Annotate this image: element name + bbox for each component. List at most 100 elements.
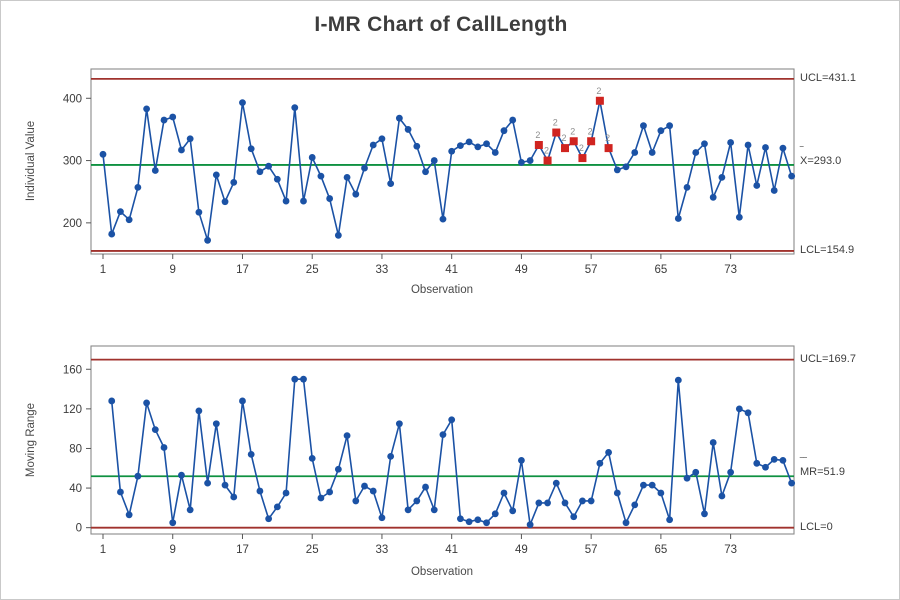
data-point bbox=[465, 138, 473, 146]
test-failure-label: 2 bbox=[596, 86, 601, 96]
data-point bbox=[692, 149, 700, 156]
data-point bbox=[701, 140, 708, 148]
data-point bbox=[727, 139, 735, 146]
data-point bbox=[491, 149, 499, 156]
data-point bbox=[343, 173, 351, 181]
individuals-center-label: ‾ X=293.0 bbox=[800, 146, 841, 168]
data-point bbox=[509, 116, 517, 124]
individuals-plot-frame bbox=[90, 68, 795, 255]
data-point bbox=[221, 198, 229, 206]
data-point bbox=[718, 173, 726, 181]
data-point bbox=[456, 142, 464, 150]
out-of-control-point bbox=[587, 137, 596, 146]
data-point bbox=[395, 114, 403, 122]
out-of-control-point bbox=[552, 128, 561, 137]
data-point bbox=[291, 104, 299, 112]
x-tick-label: 1 bbox=[100, 264, 106, 276]
data-point bbox=[204, 236, 212, 244]
x-tick-label: 57 bbox=[585, 264, 598, 276]
data-point bbox=[762, 144, 769, 151]
test-failure-label: 2 bbox=[588, 126, 593, 136]
out-of-control-point bbox=[604, 144, 613, 153]
x-tick-label: 65 bbox=[654, 264, 667, 276]
data-point bbox=[422, 168, 429, 176]
out-of-control-point bbox=[595, 96, 604, 105]
individuals-lcl-label: LCL=154.9 bbox=[800, 244, 855, 256]
data-point bbox=[195, 208, 203, 216]
data-point bbox=[273, 175, 281, 183]
data-point bbox=[99, 150, 107, 158]
individuals-ucl-label: UCL=431.1 bbox=[800, 72, 856, 84]
mrbar-overbar: ‾‾ bbox=[800, 457, 807, 468]
data-point bbox=[518, 159, 525, 166]
moving-range-lcl-label: LCL=0 bbox=[800, 521, 833, 533]
test-failure-label: 2 bbox=[570, 126, 575, 136]
data-point bbox=[744, 141, 752, 149]
x-tick-label: 33 bbox=[376, 264, 389, 276]
test-failure-label: 2 bbox=[544, 146, 549, 156]
data-point bbox=[369, 141, 377, 149]
y-tick-label: 300 bbox=[63, 156, 82, 168]
data-point bbox=[657, 127, 665, 135]
moving-range-center-label-text: MR=51.9 bbox=[800, 466, 845, 478]
data-point bbox=[239, 99, 246, 107]
data-point bbox=[134, 183, 142, 191]
moving-range-y-axis-title: Moving Range bbox=[25, 402, 37, 478]
data-point bbox=[378, 135, 386, 143]
out-of-control-point bbox=[561, 144, 570, 153]
data-point bbox=[474, 143, 482, 151]
data-point bbox=[326, 195, 334, 202]
out-of-control-point bbox=[578, 154, 587, 163]
out-of-control-point bbox=[534, 140, 543, 149]
data-point bbox=[361, 164, 368, 172]
data-point bbox=[282, 197, 290, 205]
data-point bbox=[648, 149, 656, 156]
data-point bbox=[404, 126, 412, 133]
data-point bbox=[117, 208, 124, 216]
x-tick-label: 25 bbox=[306, 264, 319, 276]
data-point bbox=[160, 116, 168, 124]
x-tick-label: 49 bbox=[515, 264, 528, 276]
moving-range-ucl-label: UCL=169.7 bbox=[800, 353, 856, 365]
data-point bbox=[430, 157, 438, 164]
out-of-control-point bbox=[569, 137, 578, 146]
xbar-overbar: ‾ bbox=[800, 146, 804, 157]
data-point bbox=[500, 127, 508, 135]
data-point bbox=[352, 190, 360, 198]
data-point bbox=[186, 135, 194, 143]
moving-range-center-label: ‾‾ MR=51.9 bbox=[800, 457, 845, 479]
chart-title: I-MR Chart of CallLength bbox=[314, 13, 568, 36]
individuals-x-axis: 1 9 17 25 33 41 49 57 65 73 bbox=[100, 254, 737, 276]
data-point bbox=[143, 105, 150, 113]
test-failure-label: 2 bbox=[535, 130, 540, 140]
data-point bbox=[265, 162, 273, 170]
y-tick-label: 200 bbox=[63, 218, 82, 230]
x-tick-label: 17 bbox=[236, 264, 249, 276]
x-tick-label: 9 bbox=[170, 264, 176, 276]
data-point bbox=[788, 172, 796, 180]
individuals-series-line bbox=[102, 100, 793, 242]
data-point bbox=[308, 154, 316, 161]
data-point bbox=[300, 197, 307, 205]
test-failure-label: 2 bbox=[561, 133, 566, 143]
test-failure-label: 2 bbox=[553, 118, 558, 128]
data-point bbox=[317, 172, 325, 180]
data-point bbox=[178, 146, 185, 154]
individuals-control-lines bbox=[91, 78, 794, 252]
data-point bbox=[613, 166, 621, 174]
x-tick-label: 73 bbox=[724, 264, 737, 276]
data-point bbox=[640, 122, 647, 130]
data-point bbox=[709, 193, 717, 201]
test-failure-label: 2 bbox=[605, 133, 610, 143]
data-point bbox=[683, 183, 691, 191]
data-point bbox=[212, 171, 220, 179]
data-point bbox=[169, 113, 177, 121]
x-tick-label: 41 bbox=[445, 264, 458, 276]
data-point bbox=[247, 145, 255, 153]
data-point bbox=[387, 180, 395, 188]
data-point bbox=[483, 140, 490, 148]
data-point bbox=[256, 168, 264, 176]
data-point bbox=[230, 178, 238, 186]
